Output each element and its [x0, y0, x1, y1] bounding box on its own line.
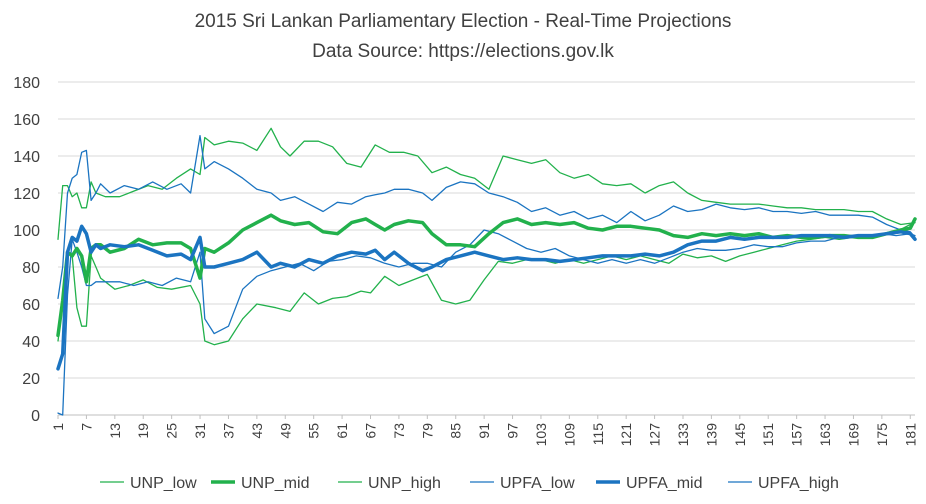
x-tick-label: 127 — [647, 423, 663, 447]
x-tick-label: 67 — [362, 423, 378, 439]
x-tick-label: 49 — [277, 423, 293, 439]
x-tick-label: 145 — [732, 423, 748, 447]
series-line-unp-high — [57, 127, 916, 240]
x-tick-label: 43 — [249, 423, 265, 439]
x-tick-label: 13 — [107, 423, 123, 439]
x-tick-label: 91 — [476, 423, 492, 439]
legend-label: UNP_high — [368, 475, 441, 492]
x-tick-label: 163 — [817, 423, 833, 447]
y-axis-ticks: 0 20 40 60 80 100 120 140 160 180 — [13, 75, 40, 425]
x-tick-label: 61 — [334, 423, 350, 439]
gridlines — [58, 81, 915, 416]
series-line-upfa-high — [57, 134, 916, 300]
y-tick-label: 0 — [31, 408, 40, 425]
series-lines — [56, 127, 917, 416]
x-tick-label: 121 — [618, 423, 634, 447]
x-tick-label: 85 — [448, 423, 464, 439]
x-tick-label: 181 — [902, 423, 918, 447]
y-tick-label: 80 — [22, 260, 40, 277]
x-tick-label: 73 — [391, 423, 407, 439]
x-tick-label: 157 — [789, 423, 805, 447]
legend-label: UNP_low — [130, 475, 197, 492]
y-tick-label: 140 — [13, 149, 40, 166]
x-tick-label: 169 — [845, 423, 861, 447]
series-line-unp-low — [57, 221, 916, 346]
x-tick-label: 133 — [675, 423, 691, 447]
x-tick-label: 79 — [419, 423, 435, 439]
x-tick-label: 19 — [135, 423, 151, 439]
x-tick-label: 7 — [78, 423, 94, 431]
y-tick-label: 20 — [22, 371, 40, 388]
x-tick-label: 55 — [306, 423, 322, 439]
x-tick-label: 1 — [50, 423, 66, 431]
y-tick-label: 160 — [13, 112, 40, 129]
series-line-unp-mid — [56, 213, 917, 338]
y-tick-label: 60 — [22, 297, 40, 314]
y-tick-label: 40 — [22, 334, 40, 351]
chart-title: 2015 Sri Lankan Parliamentary Election -… — [195, 11, 732, 32]
x-tick-label: 109 — [561, 423, 577, 447]
y-tick-label: 100 — [13, 223, 40, 240]
x-tick-label: 115 — [590, 423, 606, 446]
legend: UNP_low UNP_mid UNP_high UPFA_low UPFA_mid UP… — [100, 475, 839, 492]
x-tick-label: 31 — [192, 423, 208, 439]
legend-label: UPFA_low — [500, 475, 575, 492]
y-tick-label: 120 — [13, 186, 40, 203]
x-axis-ticks: 1 7 13 19 25 31 37 43 49 55 61 67 73 79 85 91 97 103 109 11… — [50, 415, 918, 446]
x-tick-label: 103 — [533, 423, 549, 447]
series-line-upfa-low — [57, 229, 916, 416]
x-tick-label: 37 — [220, 423, 236, 439]
x-tick-label: 25 — [164, 423, 180, 439]
legend-label: UNP_mid — [241, 475, 309, 492]
legend-label: UPFA_high — [758, 475, 839, 492]
x-tick-label: 97 — [505, 423, 521, 439]
y-tick-label: 180 — [13, 75, 40, 92]
x-tick-label: 139 — [703, 423, 719, 447]
legend-label: UPFA_mid — [626, 475, 702, 492]
chart-subtitle: Data Source: https://elections.gov.lk — [312, 41, 614, 62]
x-tick-label: 175 — [874, 423, 890, 447]
series-line-upfa-mid — [56, 224, 917, 371]
x-tick-label: 151 — [760, 423, 776, 447]
